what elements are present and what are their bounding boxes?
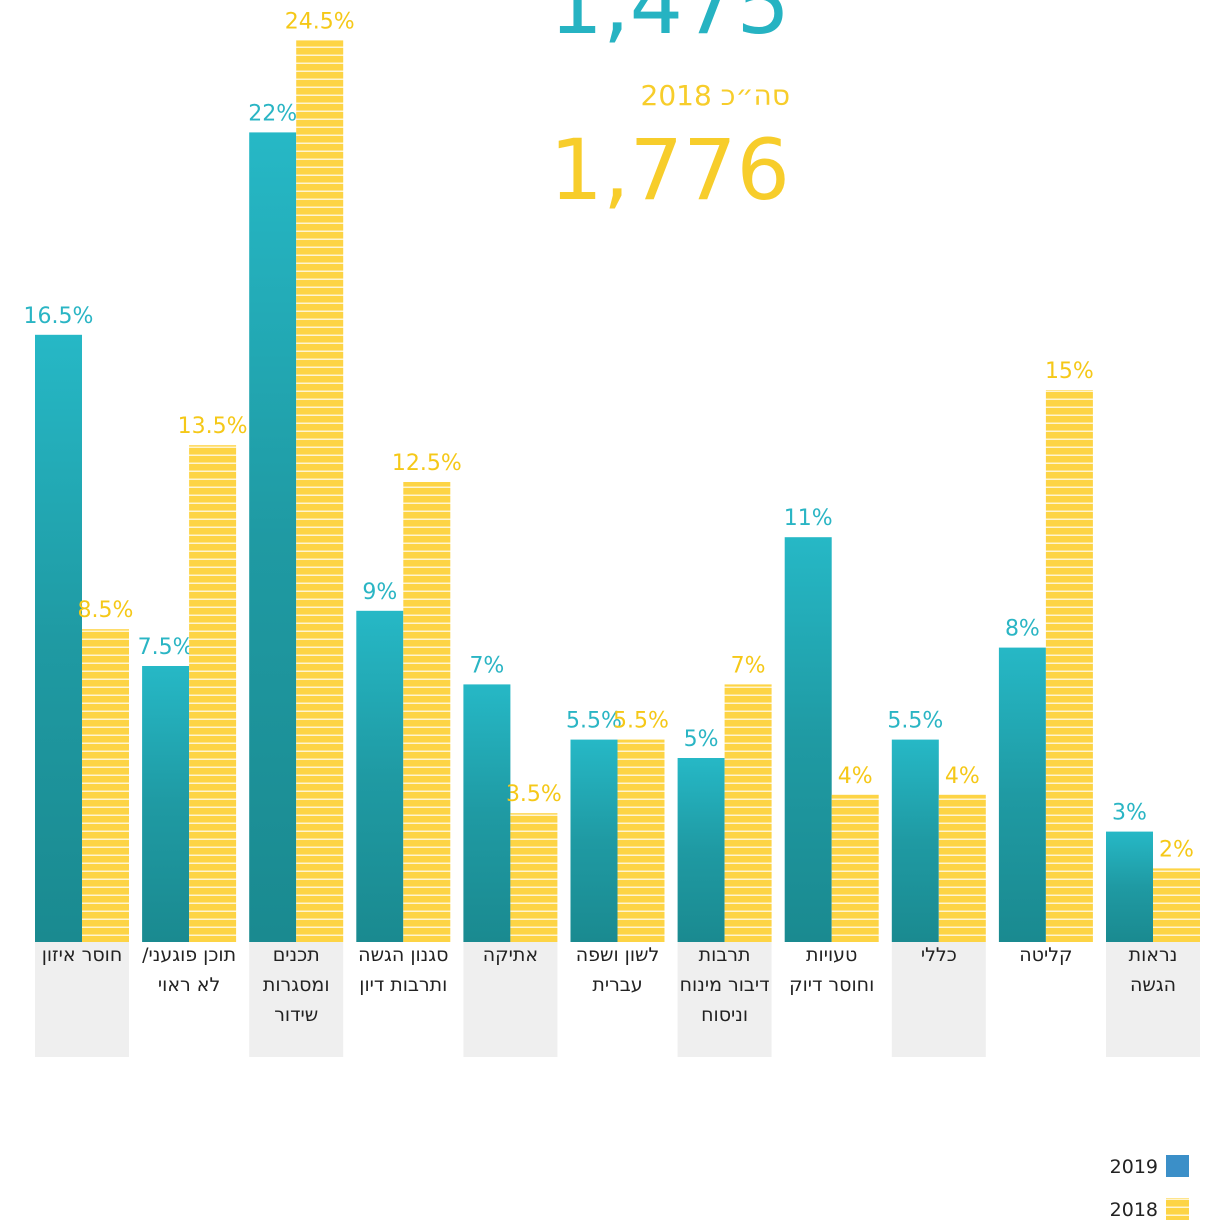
category-band: [1106, 942, 1200, 1057]
value-label: 2%: [1159, 837, 1194, 862]
value-label: 13.5%: [178, 414, 248, 439]
bar: [35, 334, 82, 942]
value-label: 3.5%: [506, 782, 562, 807]
bar: [831, 794, 879, 942]
value-label: 8%: [1005, 617, 1040, 642]
bar: [82, 629, 129, 942]
value-label: 5.5%: [887, 709, 943, 734]
value-label: 11%: [784, 506, 833, 531]
bar: [189, 445, 237, 942]
bar: [938, 794, 986, 942]
bar: [784, 537, 832, 942]
value-label: 5%: [684, 727, 719, 752]
value-label: 4%: [945, 764, 980, 789]
x-tick-label: אתיקה: [482, 944, 539, 966]
category-band: [35, 942, 129, 1057]
value-label: 15%: [1045, 359, 1094, 384]
x-tick-label: קליטה: [1019, 944, 1073, 966]
value-label: 7%: [731, 653, 766, 678]
value-label: 5.5%: [613, 709, 669, 734]
bar: [677, 758, 725, 942]
bar: [617, 739, 665, 942]
bar: [998, 647, 1046, 942]
x-tick-label: תוכן פוגעני/ לא ראוי: [142, 944, 237, 996]
value-label: 7%: [469, 653, 504, 678]
value-label: 4%: [838, 764, 873, 789]
bar: [463, 684, 511, 942]
total-2019: 1,475: [549, 0, 790, 53]
bar: [356, 610, 404, 942]
value-label: 12.5%: [392, 451, 462, 476]
value-label: 7.5%: [138, 635, 194, 660]
bar: [570, 739, 618, 942]
x-tick-label: סגנון הגשה ותרבות דיון: [358, 944, 449, 996]
bar: [1153, 868, 1200, 942]
value-label: 3%: [1112, 801, 1147, 826]
bar: [1045, 390, 1093, 942]
x-tick-label: לשון ושפה עברית: [575, 944, 660, 996]
legend-label: 2019: [1110, 1156, 1158, 1178]
value-label: 24.5%: [285, 9, 355, 34]
x-tick-label: כללי: [920, 944, 957, 966]
value-label: 16.5%: [24, 304, 94, 329]
category-band: [891, 942, 986, 1057]
legend-swatch: [1166, 1198, 1189, 1220]
bar: [1106, 831, 1153, 942]
x-tick-label: טעויות וחוסר דיוק: [789, 944, 875, 996]
x-tick-label: תרבות דיבור מינוח וניסוח: [679, 944, 770, 1026]
legend-swatch: [1166, 1155, 1189, 1177]
bar: [724, 684, 772, 942]
legend-label: 2018: [1110, 1199, 1158, 1220]
bar: [249, 132, 297, 942]
value-label: 5.5%: [566, 709, 622, 734]
x-tick-label: חוסר איזון: [41, 944, 123, 966]
bar: [891, 739, 939, 942]
value-label: 9%: [362, 580, 397, 605]
total-2018: 1,776: [549, 121, 790, 219]
value-label: 22%: [248, 101, 297, 126]
category-band: [677, 942, 772, 1057]
value-label: 8.5%: [78, 598, 134, 623]
total-2018-label: סה״כ 2018: [640, 79, 790, 112]
category-band: [249, 942, 344, 1057]
category-band: [463, 942, 558, 1057]
bar: [510, 813, 558, 942]
x-tick-label: נראות הגשה: [1128, 944, 1178, 996]
bar: [142, 666, 190, 942]
bar: [403, 482, 451, 942]
x-tick-label: תכנים ומסגרות שידור: [262, 944, 330, 1026]
bar: [296, 40, 344, 942]
